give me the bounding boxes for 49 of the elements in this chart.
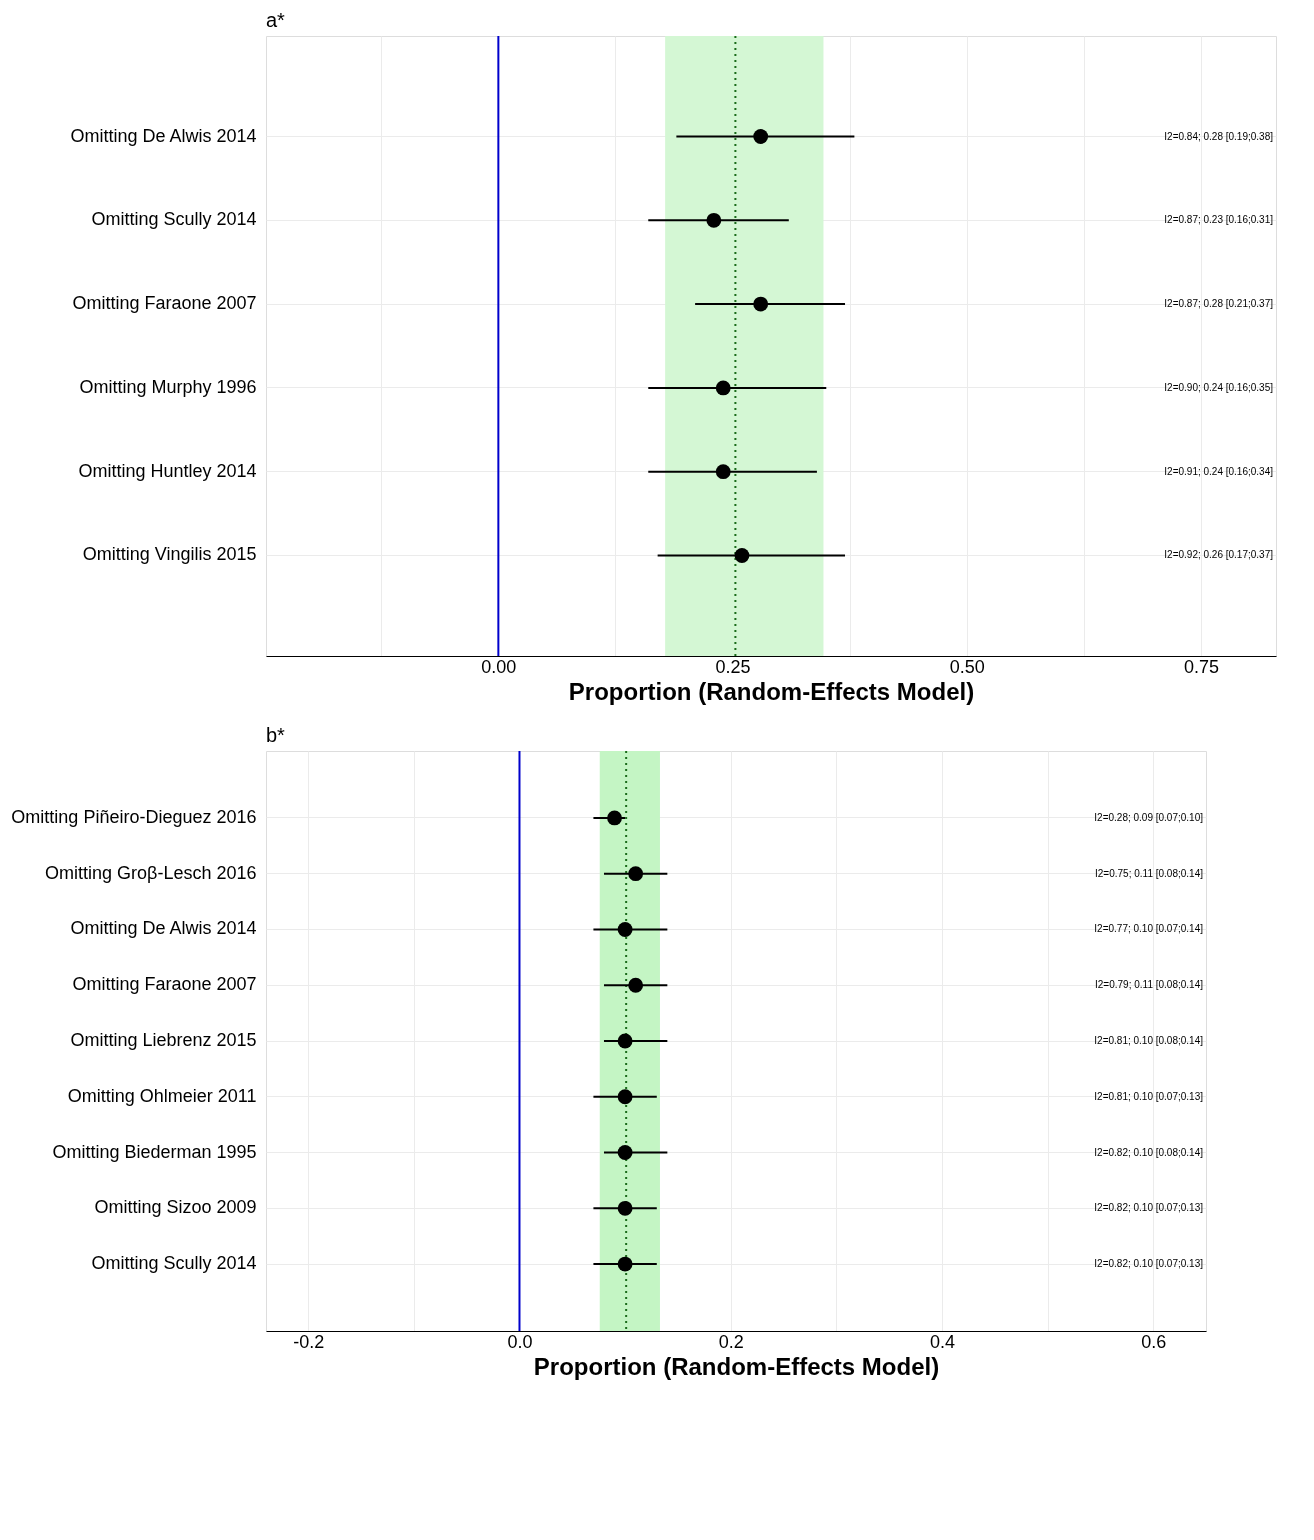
y-tick-label: Omitting De Alwis 2014 <box>70 125 257 146</box>
annotation: I2=0.28; 0.09 [0.07;0.10] <box>1094 811 1204 823</box>
x-tick-label: 0.4 <box>929 1331 955 1352</box>
x-tick-label: 0.25 <box>715 656 751 677</box>
y-tick-label: Omitting Huntley 2014 <box>78 460 257 481</box>
y-tick-label: Omitting Groβ-Lesch 2016 <box>45 862 257 883</box>
y-tick-label: Omitting Sizoo 2009 <box>94 1197 257 1218</box>
annotation: I2=0.75; 0.11 [0.08;0.14] <box>1095 867 1204 879</box>
y-tick-label: Omitting Vingilis 2015 <box>82 544 257 565</box>
chart-title: b* <box>266 724 286 746</box>
x-tick-label: 0.2 <box>718 1331 744 1352</box>
annotation: I2=0.82; 0.10 [0.08;0.14] <box>1094 1146 1204 1158</box>
x-axis-title: Proportion (Random-Effects Model) <box>533 1352 940 1380</box>
y-tick-label: Omitting Scully 2014 <box>91 1253 257 1274</box>
x-tick-label: 0.0 <box>507 1331 533 1352</box>
annotation: I2=0.77; 0.10 [0.07;0.14] <box>1094 923 1204 935</box>
point <box>715 380 731 396</box>
y-tick-label: Omitting Scully 2014 <box>91 209 257 230</box>
x-tick-label: 0.50 <box>949 656 985 677</box>
y-tick-label: Omitting De Alwis 2014 <box>70 918 257 939</box>
x-axis-title: Proportion (Random-Effects Model) <box>568 677 975 705</box>
point <box>715 464 731 480</box>
annotation: I2=0.81; 0.10 [0.08;0.14] <box>1094 1035 1204 1046</box>
x-tick-label: 0.75 <box>1184 656 1220 677</box>
x-tick-label: -0.2 <box>293 1331 325 1352</box>
annotation: I2=0.82; 0.10 [0.07;0.13] <box>1094 1202 1204 1214</box>
annotation: I2=0.81; 0.10 [0.07;0.13] <box>1094 1090 1204 1102</box>
annotation: I2=0.87; 0.28 [0.21;0.37] <box>1164 298 1274 310</box>
y-tick-label: Omitting Piñeiro-Dieguez 2016 <box>11 806 257 827</box>
chart-title: a* <box>266 9 286 31</box>
annotation: I2=0.82; 0.10 [0.07;0.13] <box>1094 1258 1204 1270</box>
x-tick-label: 0.6 <box>1141 1331 1167 1352</box>
y-tick-label: Omitting Faraone 2007 <box>72 293 257 314</box>
y-tick-label: Omitting Ohlmeier 2011 <box>67 1085 257 1106</box>
x-tick-label: 0.00 <box>481 656 517 677</box>
y-tick-label: Omitting Faraone 2007 <box>72 974 257 995</box>
annotation: I2=0.84; 0.28 [0.19;0.38] <box>1164 130 1274 142</box>
y-tick-label: Omitting Murphy 1996 <box>79 376 257 397</box>
point <box>753 129 769 144</box>
annotation: I2=0.91; 0.24 [0.16;0.34] <box>1164 465 1274 477</box>
annotation: I2=0.87; 0.23 [0.16;0.31] <box>1164 214 1274 226</box>
annotation: I2=0.92; 0.26 [0.17;0.37] <box>1164 549 1274 561</box>
annotation: I2=0.90; 0.24 [0.16;0.35] <box>1164 381 1274 393</box>
point <box>706 212 722 228</box>
point <box>734 548 750 563</box>
y-tick-label: Omitting Biederman 1995 <box>52 1141 257 1162</box>
y-tick-label: Omitting Liebrenz 2015 <box>70 1030 257 1050</box>
point <box>753 296 769 312</box>
annotation: I2=0.79; 0.11 [0.08;0.14] <box>1095 979 1204 991</box>
